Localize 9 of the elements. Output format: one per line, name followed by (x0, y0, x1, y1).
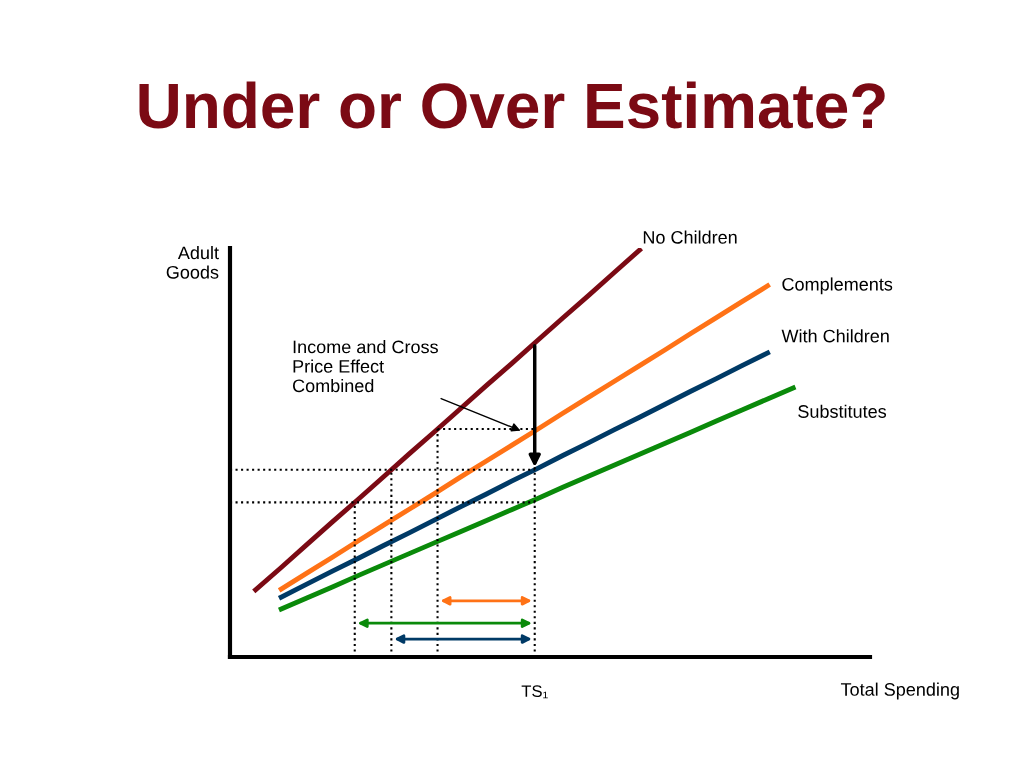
series-label: No Children (643, 230, 737, 244)
annotation: Income and Cross Price Effect Combined (293, 340, 438, 393)
series-label: Complements (782, 277, 893, 295)
series-label: With Children (781, 329, 889, 343)
series-label: Substitutes (798, 404, 887, 418)
x-axis-title: Total Spending (840, 682, 959, 700)
chart-title: Under or Over Estimate? (139, 81, 885, 129)
y-axis-title: Adult Goods (166, 246, 219, 279)
text: TS₁ (521, 685, 548, 699)
